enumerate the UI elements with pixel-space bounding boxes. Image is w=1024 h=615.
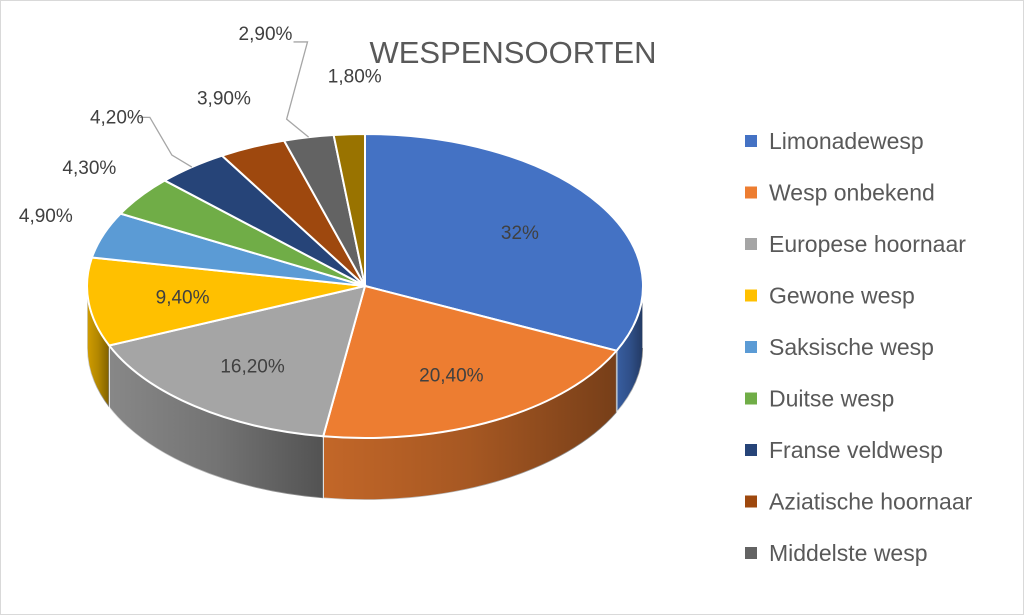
legend-item-europese-hoornaar: Europese hoornaar bbox=[745, 231, 966, 257]
legend-item-gewone-wesp: Gewone wesp bbox=[745, 283, 915, 309]
data-label: 20,40% bbox=[419, 366, 484, 387]
legend-label: Gewone wesp bbox=[769, 283, 915, 309]
legend-swatch bbox=[745, 135, 757, 147]
data-labels: 32% 20,40% 16,20% 9,40% 4,90% 4,30% 4,20% 3,90%… bbox=[19, 24, 539, 387]
legend-label: Limonadewesp bbox=[769, 128, 924, 154]
pie-sides bbox=[86, 285, 644, 501]
legend-label: Wesp onbekend bbox=[769, 180, 935, 206]
slice-limonadewesp bbox=[364, 132, 644, 352]
legend-item-limonadewesp: Limonadewesp bbox=[745, 128, 924, 154]
legend-swatch bbox=[745, 341, 757, 353]
data-label: 1,80% bbox=[328, 66, 382, 87]
leader-lines bbox=[139, 41, 310, 168]
data-label: 4,30% bbox=[62, 158, 116, 179]
legend-label: Aziatische hoornaar bbox=[769, 489, 973, 515]
legend-swatch bbox=[745, 392, 757, 405]
legend-item-middelste-wesp: Middelste wesp bbox=[745, 540, 928, 566]
legend-swatch bbox=[745, 238, 757, 250]
data-label: 4,90% bbox=[19, 206, 73, 227]
legend-label: Saksische wesp bbox=[769, 334, 934, 360]
legend-label: Europese hoornaar bbox=[769, 231, 966, 257]
leader-line bbox=[285, 41, 310, 138]
chart-title: WESPENSOORTEN bbox=[369, 35, 656, 70]
leader-line bbox=[139, 116, 193, 168]
slice-unnamed bbox=[332, 132, 366, 287]
legend-item-franse-veldwesp: Franse veldwesp bbox=[745, 437, 943, 463]
legend-label: Middelste wesp bbox=[769, 540, 928, 566]
data-label: 9,40% bbox=[156, 288, 210, 309]
legend-item-saksische-wesp: Saksische wesp bbox=[745, 334, 934, 360]
slice-wesp-onbekend bbox=[321, 284, 619, 439]
data-label: 32% bbox=[501, 223, 539, 244]
slice-side-shade bbox=[323, 350, 617, 500]
legend-swatch bbox=[745, 186, 757, 199]
legend-swatch bbox=[745, 547, 757, 559]
legend-swatch bbox=[745, 289, 757, 302]
legend: Limonadewesp Wesp onbekend Europese hoorna… bbox=[745, 128, 973, 566]
legend-swatch bbox=[745, 495, 757, 508]
data-label: 2,90% bbox=[239, 24, 293, 45]
legend-item-aziatische-hoornaar: Aziatische hoornaar bbox=[745, 489, 973, 515]
legend-item-wesp-onbekend: Wesp onbekend bbox=[745, 180, 935, 206]
legend-item-duitse-wesp: Duitse wesp bbox=[745, 386, 894, 412]
data-label: 3,90% bbox=[197, 88, 251, 109]
data-label: 16,20% bbox=[220, 356, 285, 377]
data-label: 4,20% bbox=[90, 107, 144, 128]
slice-europese-hoornaar bbox=[107, 284, 367, 438]
slice-side-shade bbox=[109, 345, 324, 499]
legend-label: Franse veldwesp bbox=[769, 437, 943, 463]
legend-label: Duitse wesp bbox=[769, 386, 894, 412]
slice-side-shade bbox=[616, 286, 643, 413]
legend-swatch bbox=[745, 444, 757, 456]
pie-slices bbox=[86, 132, 644, 439]
